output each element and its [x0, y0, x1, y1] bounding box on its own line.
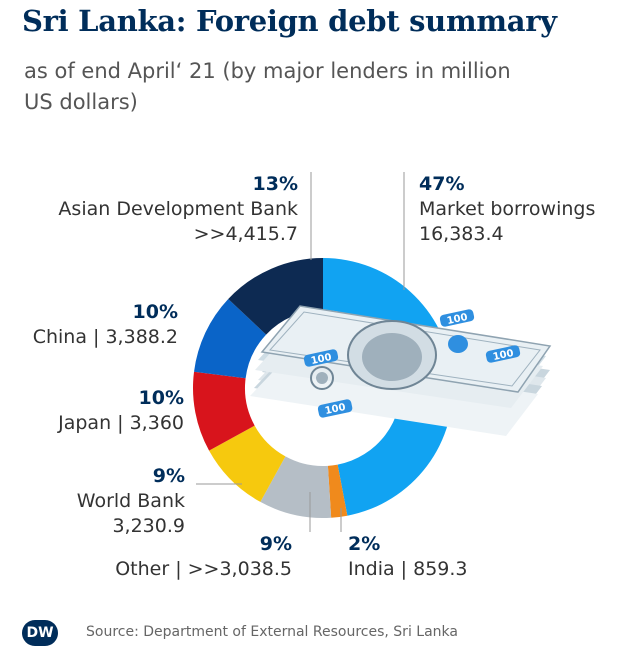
label-japan: 10% Japan | 3,360 — [58, 386, 184, 436]
chart-subtitle: as of end April‘ 21 (by major lenders in… — [24, 59, 511, 114]
label-china-percent: 10% — [132, 301, 178, 323]
label-world-bank-percent: 9% — [152, 465, 185, 487]
label-china-text: China | 3,388.2 — [32, 326, 178, 348]
banknotes-illustration: 100 100 100 100 — [250, 305, 552, 436]
leader-lines — [196, 172, 405, 532]
label-market-percent: 47% — [419, 173, 465, 195]
note-denomination-right: 100 — [492, 348, 515, 363]
note-denomination-top: 100 — [446, 312, 469, 327]
label-japan-percent: 10% — [138, 387, 184, 409]
dw-logo: DW — [22, 620, 58, 646]
slice-china — [194, 299, 267, 379]
label-market-name: Market borrowings — [419, 198, 596, 220]
label-other: 9% Other | >>3,038.5 — [115, 532, 292, 582]
note-denomination-bottom: 100 — [324, 402, 347, 417]
label-japan-text: Japan | 3,360 — [58, 412, 184, 434]
label-adb-name: Asian Development Bank — [58, 198, 298, 220]
label-world-bank-value: 3,230.9 — [112, 515, 185, 537]
portrait — [362, 333, 422, 381]
label-other-text: Other | >>3,038.5 — [115, 558, 292, 580]
label-market-value: 16,383.4 — [419, 223, 504, 245]
label-market: 47% Market borrowings 16,383.4 — [419, 172, 595, 247]
label-india-percent: 2% — [348, 533, 381, 555]
label-world-bank: 9% World Bank 3,230.9 — [77, 464, 185, 539]
seal — [310, 366, 334, 390]
slice-india — [327, 464, 348, 518]
note-denomination-left: 100 — [310, 352, 333, 367]
source-text: Source: Department of External Resources… — [86, 624, 458, 640]
slice-japan — [193, 371, 255, 451]
slice-other — [260, 456, 332, 518]
donut-slices — [193, 258, 453, 518]
label-india: 2% India | 859.3 — [348, 532, 468, 582]
banknote-top: 100 100 100 100 — [260, 305, 552, 418]
label-other-percent: 9% — [259, 533, 292, 555]
label-india-text: India | 859.3 — [348, 558, 468, 580]
slice-adb — [228, 258, 323, 335]
blue-seal — [448, 335, 468, 353]
slice-market — [323, 258, 453, 516]
label-adb-value: >>4,415.7 — [193, 223, 298, 245]
label-adb: 13% Asian Development Bank >>4,415.7 — [58, 172, 298, 247]
label-adb-percent: 13% — [252, 173, 298, 195]
chart-title: Sri Lanka: Foreign debt summary — [22, 4, 557, 38]
label-world-bank-name: World Bank — [76, 490, 185, 512]
label-china: 10% China | 3,388.2 — [33, 300, 178, 350]
slice-world-bank — [209, 425, 286, 502]
